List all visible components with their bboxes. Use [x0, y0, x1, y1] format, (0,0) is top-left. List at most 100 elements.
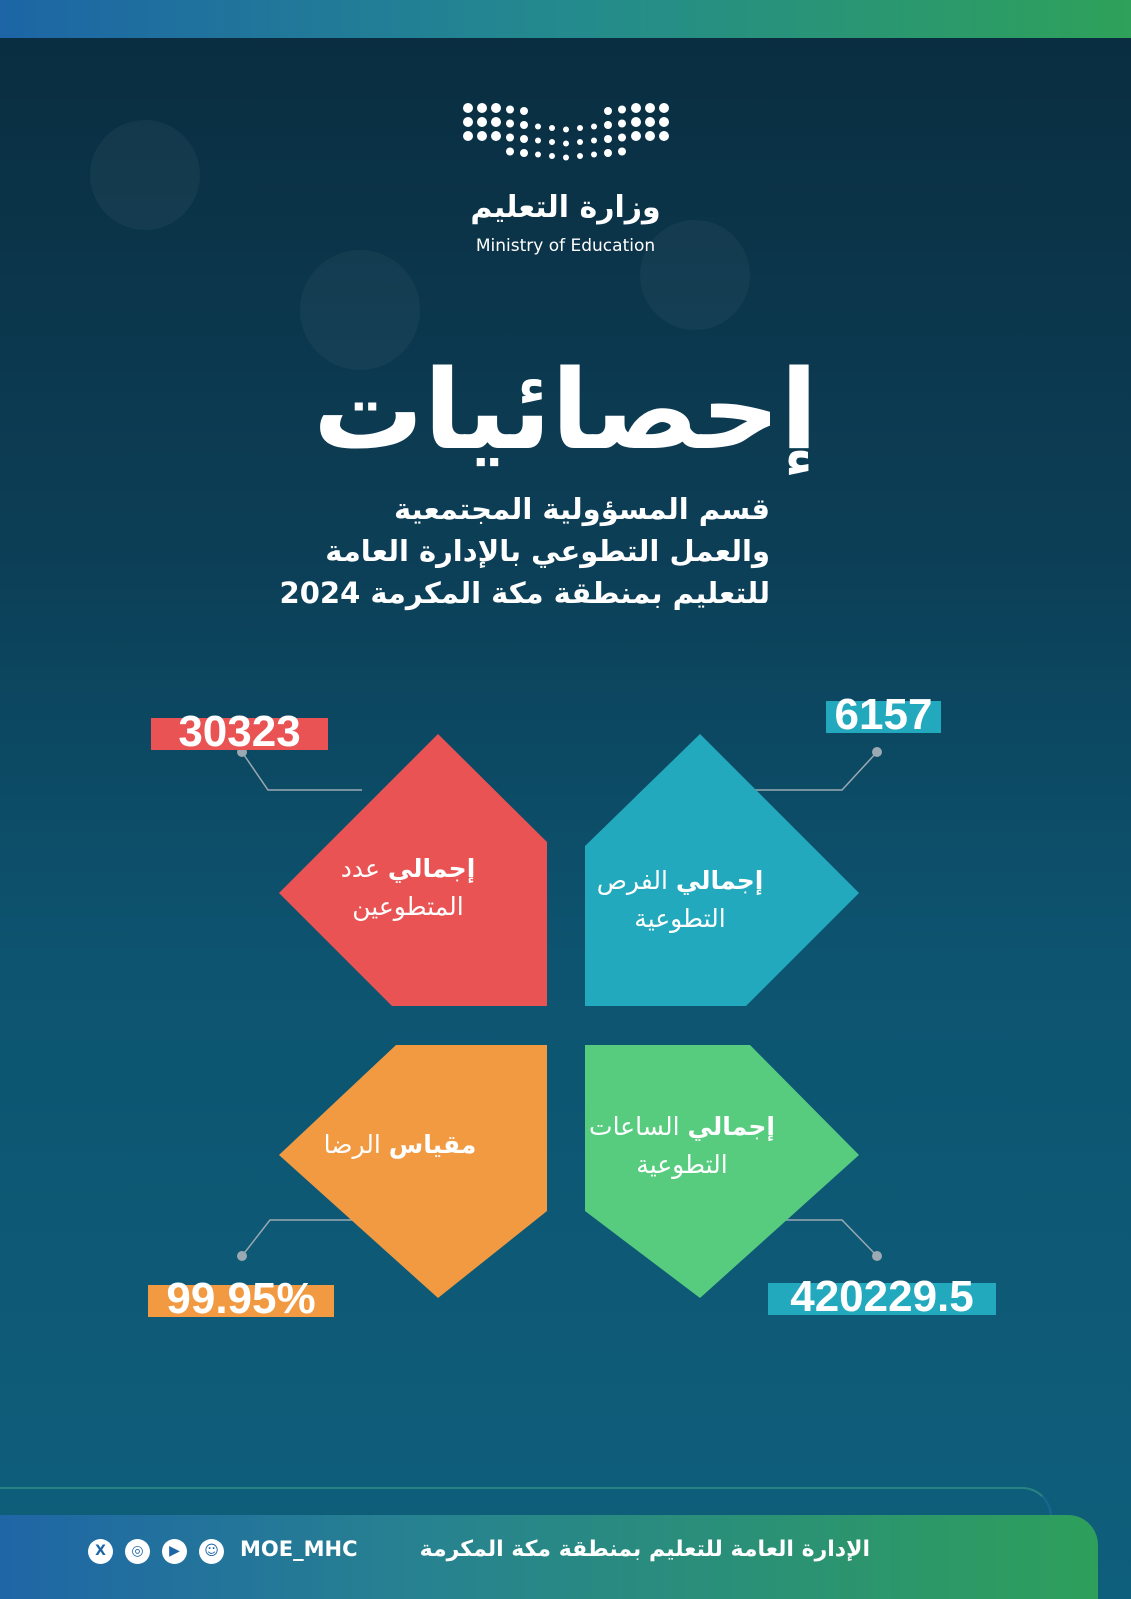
footer-organization: الإدارة العامة للتعليم بمنطقة مكة المكرم… — [419, 1537, 870, 1562]
stat-shape-opportunities — [585, 734, 859, 1006]
value-highlight — [826, 701, 941, 733]
logo-dot — [535, 137, 541, 144]
logo-dot — [604, 149, 612, 157]
logo-dot — [506, 119, 514, 128]
logo-dot — [563, 154, 569, 161]
stat-label-satisfaction: مقياس الرضا — [300, 1126, 500, 1164]
logo-dot — [477, 103, 487, 113]
value-highlight — [151, 718, 328, 750]
value-text: 420229.5 — [790, 1272, 974, 1321]
logo-dot — [577, 139, 583, 145]
connector-line-volunteers — [241, 751, 362, 791]
label-line2: التطوعية — [634, 904, 726, 933]
logo-dot — [491, 117, 501, 127]
stat-label-volunteers: إجمالي عدد المتطوعين — [308, 850, 508, 926]
logo-dot — [506, 133, 514, 142]
logo-english-text: Ministry of Education — [475, 236, 656, 256]
connector-dot — [872, 747, 882, 757]
logo-dot — [618, 133, 626, 142]
top-gradient-bar — [0, 0, 1131, 38]
logo-dot — [645, 103, 655, 113]
background-bokeh — [90, 120, 200, 230]
ministry-logo-dots — [463, 103, 669, 161]
logo-dot — [659, 131, 669, 141]
logo-dot — [491, 131, 501, 141]
value-highlight — [768, 1283, 996, 1315]
logo-dot — [549, 153, 555, 159]
logo-dot — [563, 140, 569, 147]
logo-dot — [549, 125, 555, 131]
logo-dot — [604, 121, 612, 129]
logo-dot — [520, 149, 528, 157]
logo-dot — [577, 125, 583, 131]
logo-dot — [645, 131, 655, 141]
logo-dot — [477, 117, 487, 127]
logo-dot — [604, 135, 612, 143]
subtitle: قسم المسؤولية المجتمعية والعمل التطوعي ب… — [279, 488, 770, 614]
label-bold: مقياس — [388, 1130, 477, 1159]
logo-dot — [591, 137, 597, 144]
logo-dot — [520, 121, 528, 129]
label-rest: الساعات — [589, 1112, 680, 1141]
label-rest: عدد — [340, 854, 380, 883]
value-text: 6157 — [834, 690, 933, 739]
social-handle[interactable]: MOE_MHC — [240, 1537, 358, 1561]
label-rest: الفرص — [596, 866, 668, 895]
stat-shape-satisfaction — [279, 1045, 547, 1298]
stat-shape-hours — [585, 1045, 859, 1298]
stat-value-volunteers: 30323 — [151, 707, 328, 756]
label-bold: إجمالي — [687, 1112, 775, 1141]
subtitle-line: للتعليم بمنطقة مكة المكرمة 2024 — [279, 576, 770, 610]
logo-dot — [577, 153, 583, 159]
stat-label-opportunities: إجمالي الفرص التطوعية — [580, 862, 780, 938]
label-line2: المتطوعين — [352, 892, 464, 921]
logo-dot — [631, 131, 641, 141]
label-rest: الرضا — [323, 1130, 381, 1159]
page-title: إحصائيات — [313, 346, 818, 474]
stat-label-hours: إجمالي الساعات التطوعية — [582, 1108, 782, 1184]
logo-dot — [520, 135, 528, 143]
connector-dot — [237, 1251, 247, 1261]
label-line2: التطوعية — [636, 1150, 728, 1179]
logo-dot — [506, 147, 514, 156]
logo-dot — [631, 103, 641, 113]
connector-line-hours — [760, 1219, 878, 1257]
logo-arabic-text: وزارة التعليم — [470, 190, 661, 225]
logo-dot — [618, 147, 626, 156]
snapchat-icon[interactable]: ☺ — [199, 1539, 224, 1564]
logo-dot — [477, 131, 487, 141]
logo-dot — [563, 126, 569, 133]
logo-dot — [591, 151, 597, 158]
value-text: 30323 — [178, 707, 301, 756]
logo-dot — [463, 117, 473, 127]
logo-dot — [618, 119, 626, 128]
youtube-icon[interactable]: ▶ — [162, 1539, 187, 1564]
logo-dot — [535, 123, 541, 130]
logo-dot — [535, 151, 541, 158]
stat-value-satisfaction: 99.95% — [148, 1274, 334, 1323]
logo-dot — [491, 103, 501, 113]
footer: الإدارة العامة للتعليم بمنطقة مكة المكرم… — [0, 1515, 1098, 1599]
connector-dot — [872, 1251, 882, 1261]
background-bokeh — [300, 250, 420, 370]
logo-dot — [659, 117, 669, 127]
logo-dot — [463, 131, 473, 141]
logo-dot — [645, 117, 655, 127]
stat-value-hours: 420229.5 — [768, 1272, 996, 1321]
connector-line-satisfaction — [241, 1219, 362, 1257]
connector-line-opportunities — [755, 751, 878, 791]
label-bold: إجمالي — [387, 854, 476, 883]
subtitle-line: قسم المسؤولية المجتمعية — [394, 492, 770, 526]
logo-dot — [604, 107, 612, 115]
value-text: 99.95% — [166, 1274, 316, 1323]
background-bokeh — [640, 220, 750, 330]
stat-value-opportunities: 6157 — [826, 690, 941, 739]
value-highlight — [148, 1285, 334, 1317]
logo-dot — [631, 117, 641, 127]
label-bold: إجمالي — [675, 866, 764, 895]
logo-dot — [659, 103, 669, 113]
instagram-icon[interactable]: ◎ — [125, 1539, 150, 1564]
x-icon[interactable]: X — [88, 1539, 113, 1564]
logo-dot — [591, 123, 597, 130]
